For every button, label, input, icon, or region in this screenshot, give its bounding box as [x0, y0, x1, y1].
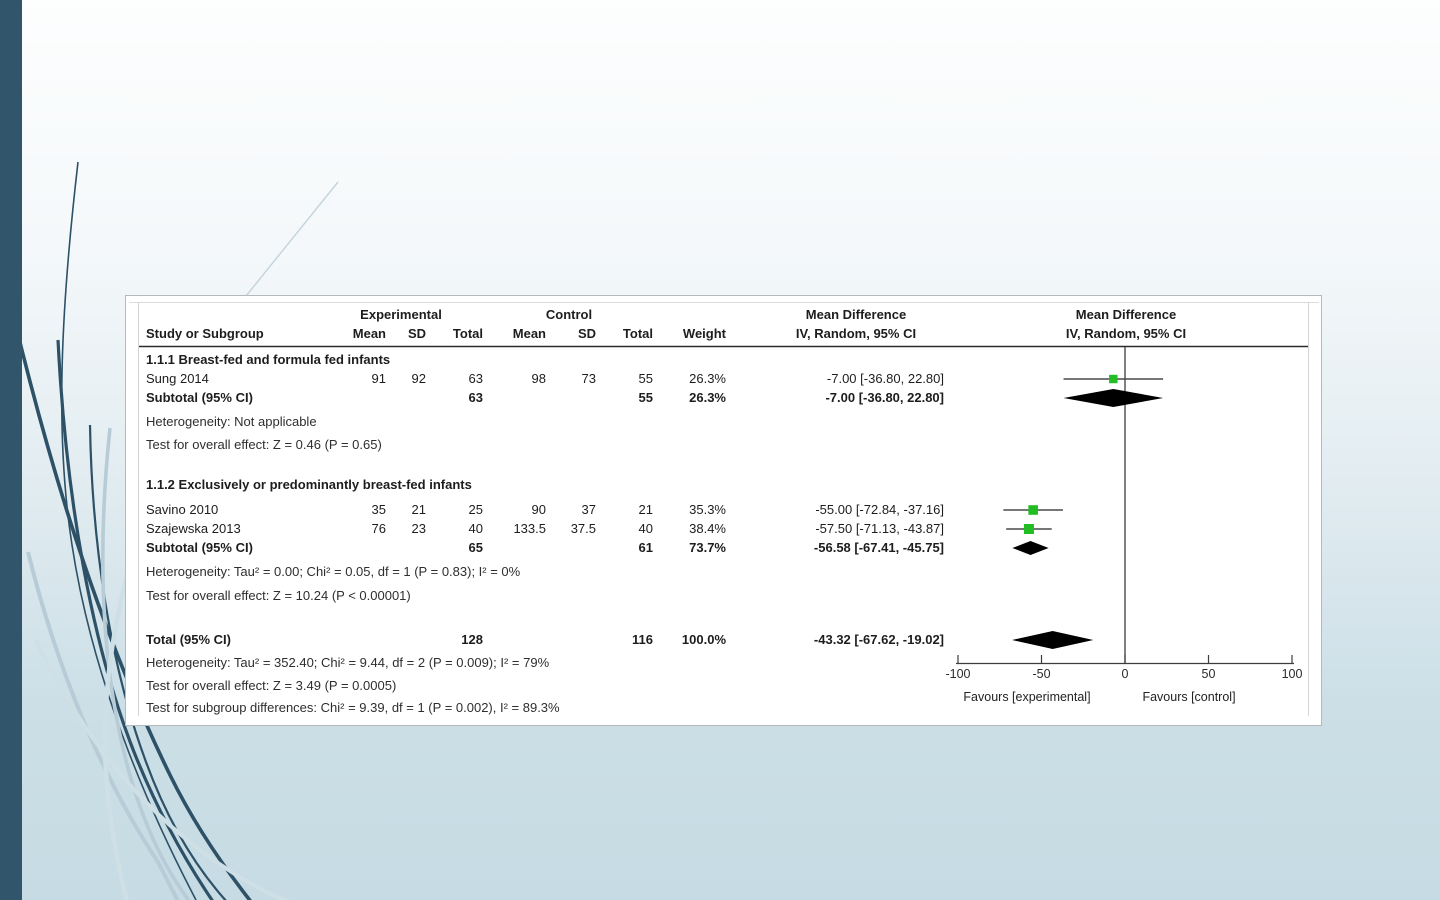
study-row-name: Savino 2010	[146, 502, 219, 517]
total-row-name: Total (95% CI)	[146, 632, 231, 647]
total-row-md: -43.32 [-67.62, -19.02]	[813, 632, 944, 647]
col-header-exp-mean: Mean	[352, 326, 386, 341]
axis-label-favours-experimental: Favours [experimental]	[963, 690, 1091, 704]
study-row-weight: 26.3%	[689, 371, 726, 386]
swoosh-curve-2	[56, 339, 214, 900]
col-header-ctl-total: Total	[622, 326, 653, 341]
col-header-weight: Weight	[682, 326, 726, 341]
col-header-ctl-mean: Mean	[512, 326, 546, 341]
study-row-ctl_total: 40	[638, 521, 653, 536]
effect-square	[1028, 505, 1038, 515]
tick-label-50: 50	[1201, 667, 1216, 681]
subtotal-row-weight: 73.7%	[689, 540, 726, 555]
subtotal-row-ctl_total: 61	[638, 540, 653, 555]
pooled-diamond	[1012, 631, 1094, 649]
subtotal-row-md: -56.58 [-67.41, -45.75]	[813, 540, 944, 555]
group-header-experimental: Experimental	[360, 307, 442, 322]
total-row-weight: 100.0%	[681, 632, 726, 647]
study-row-ctl_sd: 37	[581, 502, 596, 517]
study-row-exp_mean: 76	[371, 521, 386, 536]
study-row-exp_mean: 91	[371, 371, 386, 386]
study-row-exp_total: 63	[468, 371, 483, 386]
study-row-md: -57.50 [-71.13, -43.87]	[815, 521, 944, 536]
study-row-ctl_mean: 133.5	[513, 521, 546, 536]
study-row-ctl_mean: 90	[531, 502, 546, 517]
study-row-exp_sd: 21	[411, 502, 426, 517]
swoosh-curve-0	[60, 161, 197, 900]
tick-label-0: 0	[1121, 667, 1129, 681]
stat-line: Heterogeneity: Tau² = 352.40; Chi² = 9.4…	[146, 655, 550, 670]
tick-label--100: -100	[945, 667, 971, 681]
study-row-exp_sd: 92	[411, 371, 426, 386]
study-row-name: Sung 2014	[146, 371, 209, 386]
subtotal-row-ctl_total: 55	[638, 390, 653, 405]
study-row-weight: 38.4%	[689, 521, 726, 536]
tick-label--50: -50	[1032, 667, 1051, 681]
study-row-ctl_mean: 98	[531, 371, 546, 386]
subgroup-title: 1.1.2 Exclusively or predominantly breas…	[146, 477, 472, 492]
total-row-exp_total: 128	[461, 632, 483, 647]
swoosh-curve-5	[101, 427, 191, 900]
col-header-method-right: IV, Random, 95% CI	[1065, 326, 1187, 341]
stat-line: Heterogeneity: Tau² = 0.00; Chi² = 0.05,…	[146, 564, 521, 579]
study-row-ctl_sd: 37.5	[570, 521, 596, 536]
subtotal-row-md: -7.00 [-36.80, 22.80]	[825, 390, 944, 405]
left-accent-bar	[0, 0, 22, 900]
study-row-exp_total: 40	[468, 521, 483, 536]
study-row-md: -55.00 [-72.84, -37.16]	[815, 502, 944, 517]
study-row-exp_total: 25	[468, 502, 483, 517]
pooled-diamond	[1012, 541, 1049, 555]
subtotal-row-name: Subtotal (95% CI)	[146, 390, 253, 405]
study-row-name: Szajewska 2013	[146, 521, 241, 536]
swoosh-curve-8	[245, 181, 339, 297]
col-header-ctl-sd: SD	[577, 326, 596, 341]
effect-square	[1109, 374, 1118, 384]
swoosh-curve-3	[88, 424, 227, 900]
subtotal-row-name: Subtotal (95% CI)	[146, 540, 253, 555]
stat-line: Test for overall effect: Z = 0.46 (P = 0…	[146, 437, 382, 452]
col-header-method-left: IV, Random, 95% CI	[795, 326, 917, 341]
subgroup-title: 1.1.1 Breast-fed and formula fed infants	[146, 352, 391, 367]
study-row-exp_mean: 35	[371, 502, 386, 517]
study-row-ctl_total: 21	[638, 502, 653, 517]
stat-line: Test for subgroup differences: Chi² = 9.…	[146, 700, 560, 715]
stat-line: Test for overall effect: Z = 3.49 (P = 0…	[146, 678, 397, 693]
pooled-diamond	[1063, 389, 1164, 407]
col-header-exp-total: Total	[452, 326, 483, 341]
stat-line: Test for overall effect: Z = 10.24 (P < …	[146, 588, 411, 603]
study-row-ctl_total: 55	[638, 371, 653, 386]
col-header-study: Study or Subgroup	[146, 326, 264, 341]
effect-square	[1023, 524, 1034, 534]
group-header-control: Control	[545, 307, 593, 322]
study-row-weight: 35.3%	[689, 502, 726, 517]
total-row-ctl_total: 116	[632, 632, 653, 647]
header-mean-difference-right: Mean Difference	[1075, 307, 1177, 322]
col-header-exp-sd: SD	[407, 326, 426, 341]
header-mean-difference-left: Mean Difference	[805, 307, 907, 322]
forest-plot-canvas	[129, 302, 1319, 716]
forest-plot-panel: Experimental Control Mean Difference Mea…	[125, 295, 1322, 726]
subtotal-row-weight: 26.3%	[689, 390, 726, 405]
subtotal-row-exp_total: 63	[468, 390, 483, 405]
study-row-exp_sd: 23	[411, 521, 426, 536]
tick-label-100: 100	[1281, 667, 1303, 681]
study-row-ctl_sd: 73	[581, 371, 596, 386]
stat-line: Heterogeneity: Not applicable	[146, 414, 317, 429]
subtotal-row-exp_total: 65	[468, 540, 483, 555]
study-row-md: -7.00 [-36.80, 22.80]	[826, 371, 944, 386]
swoosh-curve-7	[34, 639, 292, 900]
axis-label-favours-control: Favours [control]	[1142, 690, 1236, 704]
